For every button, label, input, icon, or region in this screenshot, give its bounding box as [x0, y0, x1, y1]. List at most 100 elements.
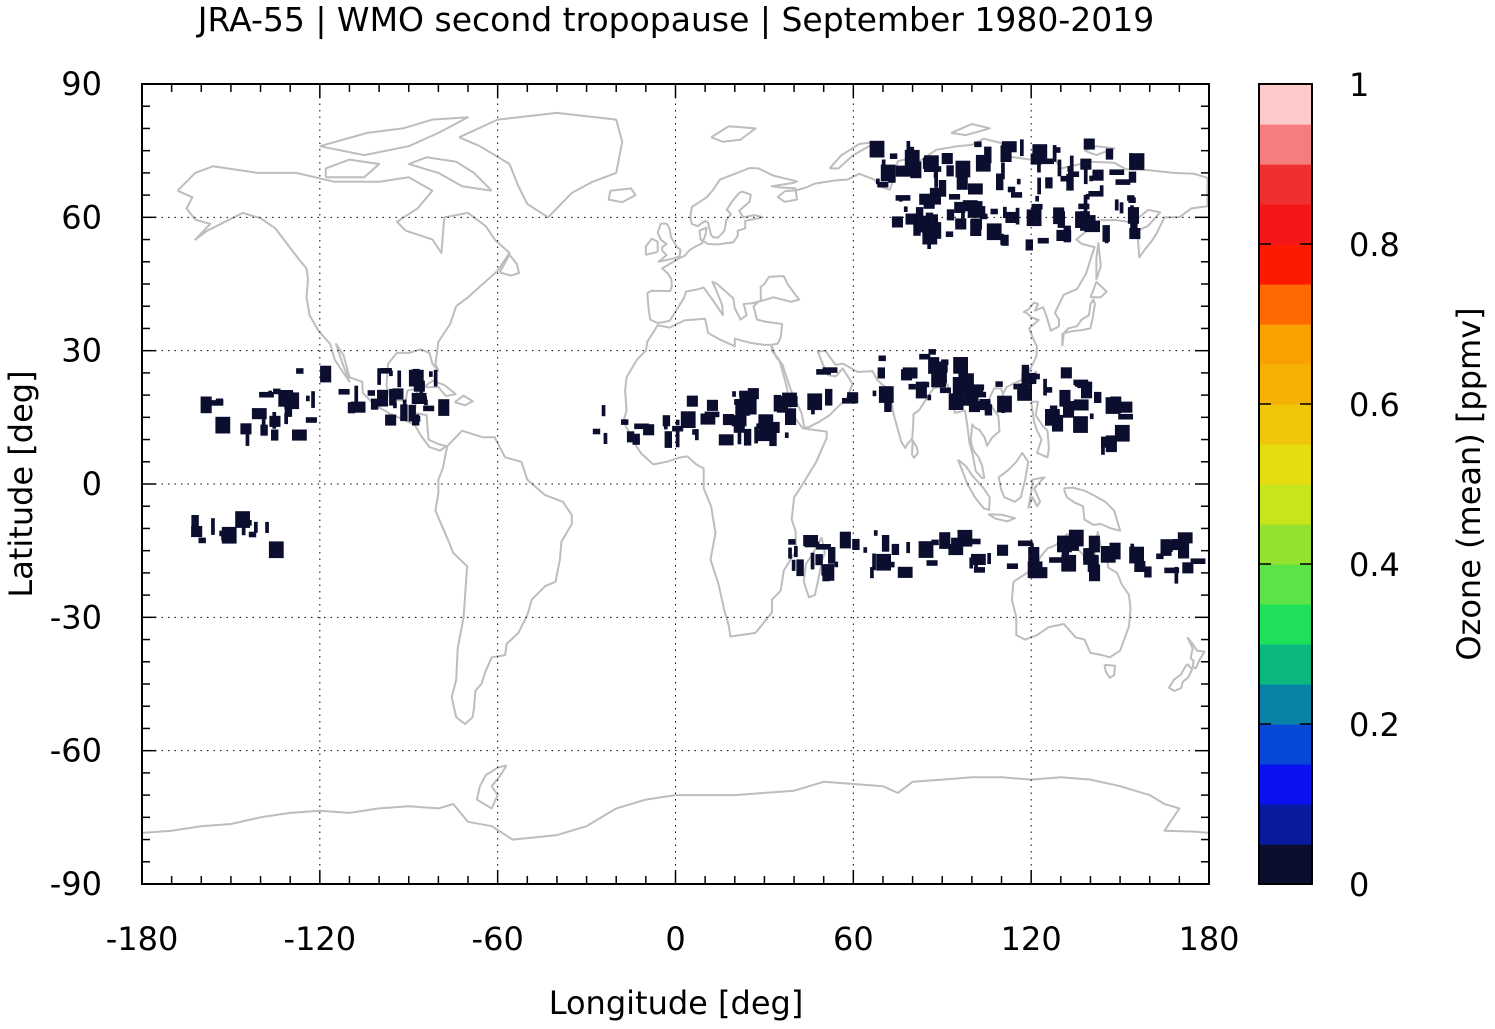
coastline-ireland: [644, 237, 659, 256]
data-cell: [783, 400, 788, 407]
data-cell: [1049, 405, 1058, 412]
data-cell: [393, 402, 397, 409]
data-cell: [1083, 194, 1088, 212]
data-cell: [1100, 546, 1116, 563]
data-cell: [733, 416, 745, 433]
colorbar-level: [1259, 524, 1312, 565]
data-cell: [1134, 560, 1146, 572]
y-tick-label: 60: [61, 198, 102, 236]
gridlines: [142, 84, 1209, 884]
colorbar-level: [1259, 844, 1312, 885]
data-cell: [367, 390, 375, 396]
data-cell: [686, 395, 698, 407]
x-axis-label: Longitude [deg]: [549, 984, 804, 1022]
coastline-greenland: [458, 111, 624, 219]
data-cell: [632, 433, 640, 445]
data-cell: [1127, 195, 1135, 201]
data-cell: [810, 552, 815, 570]
data-cell: [695, 429, 699, 441]
data-cell: [306, 395, 310, 402]
data-cell: [1049, 557, 1064, 563]
data-cell: [191, 515, 199, 532]
coastline-borneo: [997, 451, 1030, 503]
data-cell: [402, 399, 407, 406]
data-cell: [265, 521, 269, 533]
data-cell: [847, 392, 859, 404]
data-cell: [906, 542, 910, 554]
data-cell: [284, 405, 293, 417]
data-cell: [975, 154, 991, 172]
data-cell: [1052, 145, 1057, 162]
data-cell: [934, 171, 938, 188]
data-cell: [1171, 539, 1183, 551]
data-cell: [722, 414, 734, 426]
coastline-sakhalin: [1095, 242, 1102, 280]
data-cell: [269, 415, 281, 427]
data-cell: [941, 153, 953, 165]
data-cell: [881, 159, 886, 166]
colorbar-level: [1259, 244, 1312, 285]
colorbar: [1258, 83, 1313, 885]
data-cell: [1092, 169, 1104, 181]
data-cell: [626, 431, 635, 443]
data-cell: [891, 216, 903, 228]
data-cell: [932, 361, 948, 373]
data-cell: [754, 430, 770, 442]
data-cell: [873, 530, 878, 536]
data-cell: [385, 414, 397, 426]
coastline-great-britain: [656, 222, 682, 263]
data-cell: [1088, 535, 1100, 553]
data-cell: [191, 526, 203, 538]
data-cell: [903, 206, 908, 212]
data-cell: [973, 384, 985, 390]
data-cell: [966, 383, 974, 389]
data-cell: [1080, 160, 1085, 167]
colorbar-tick-label: 1: [1349, 66, 1369, 104]
data-cell: [939, 387, 951, 394]
data-cell: [954, 201, 966, 213]
colorbar-level: [1259, 764, 1312, 805]
data-cell: [592, 428, 601, 435]
data-cell: [768, 421, 780, 433]
data-cell: [747, 388, 759, 400]
data-cell: [1182, 562, 1194, 574]
data-cell: [1083, 167, 1088, 185]
data-cell: [634, 423, 649, 430]
data-cell: [891, 543, 900, 555]
data-cell: [200, 396, 212, 414]
data-cell: [347, 402, 356, 414]
data-cell: [828, 547, 836, 564]
data-cell: [986, 223, 1002, 241]
data-cell: [1089, 413, 1094, 420]
colorbar-level: [1259, 604, 1312, 645]
data-cell: [1073, 379, 1089, 386]
data-cell: [926, 222, 942, 239]
data-cell: [784, 432, 789, 438]
data-cell: [215, 398, 224, 405]
x-tick-label: -180: [106, 920, 179, 958]
data-cell: [1114, 424, 1130, 442]
data-cell: [251, 408, 267, 420]
minor-ticks: [142, 84, 1209, 884]
data-cell: [603, 432, 608, 444]
data-cell: [996, 173, 1004, 191]
colorbar-tick-label: 0.6: [1349, 386, 1400, 424]
data-cell: [974, 564, 978, 570]
data-cell: [1156, 553, 1164, 560]
data-cell: [415, 396, 427, 402]
data-cell: [899, 196, 903, 202]
y-axis-ticks: 90 60 30 0 -30 -60 -90: [50, 65, 102, 903]
data-cell: [895, 165, 911, 177]
data-cell: [1129, 153, 1133, 170]
data-cell: [939, 532, 951, 549]
data-cell: [870, 567, 874, 579]
data-cell: [869, 140, 885, 158]
data-cell: [877, 367, 885, 379]
colorbar-level: [1259, 284, 1312, 325]
data-cell: [816, 369, 831, 375]
data-cell: [278, 390, 294, 407]
coastline-svalbard: [710, 125, 757, 143]
data-cell: [1080, 158, 1092, 170]
data-cell: [1053, 207, 1065, 225]
data-cell: [706, 399, 718, 411]
